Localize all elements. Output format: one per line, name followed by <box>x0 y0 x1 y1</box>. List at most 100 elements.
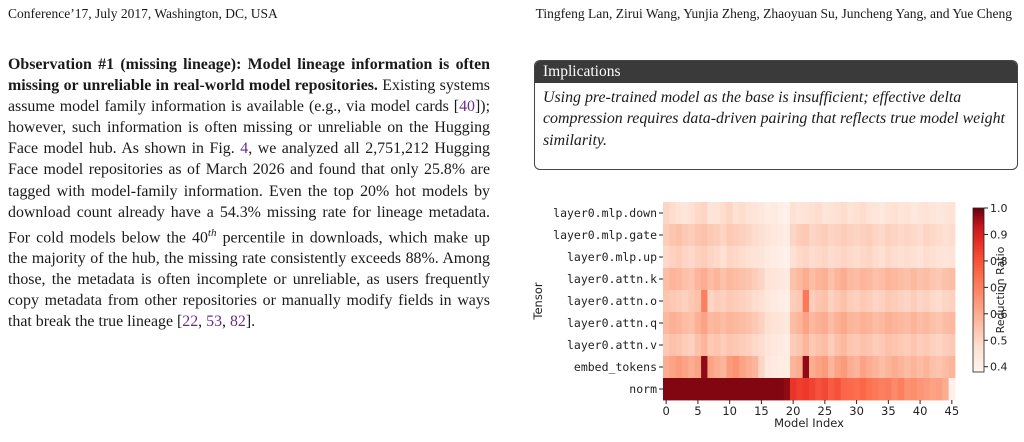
heatmap-cell <box>929 356 937 379</box>
heatmap-cell <box>942 268 950 291</box>
colorbar-segment <box>973 254 984 258</box>
heatmap-cell <box>847 290 854 313</box>
heatmap-cell <box>745 312 753 335</box>
heatmap-cell <box>859 202 867 225</box>
observation-paragraph: Observation #1 (missing lineage): Model … <box>8 54 490 333</box>
heatmap-cell <box>942 290 950 313</box>
heatmap-cell <box>751 290 759 313</box>
heatmap-cell <box>815 224 823 247</box>
heatmap-cell <box>821 246 829 269</box>
heatmap-cell <box>948 224 956 247</box>
heatmap-cell <box>770 290 778 313</box>
heatmap-cell <box>885 246 892 269</box>
heatmap-cell <box>751 224 759 247</box>
heatmap-cell <box>853 312 861 335</box>
heatmap-cell <box>904 246 911 269</box>
heatmap-cell <box>739 246 746 269</box>
heatmap-cell <box>720 334 727 357</box>
heatmap-cell <box>758 202 765 225</box>
heatmap-cell <box>796 334 804 357</box>
heatmap-cell <box>891 334 899 357</box>
citation-link[interactable]: 53 <box>206 313 223 331</box>
heatmap-cell <box>815 290 823 313</box>
heatmap-cell <box>688 290 696 313</box>
citation-link[interactable]: 22 <box>182 313 199 331</box>
heatmap-cell <box>872 312 880 335</box>
heatmap-cell <box>878 224 886 247</box>
heatmap-cell <box>916 334 924 357</box>
heatmap-cell <box>789 202 797 225</box>
citation-separator: , <box>198 313 207 331</box>
heatmap-cell <box>770 224 778 247</box>
heatmap-cell <box>701 224 708 247</box>
heatmap-cell <box>872 356 880 379</box>
heatmap-cell <box>777 378 785 401</box>
heatmap-cell <box>904 202 911 225</box>
colorbar-segment <box>973 210 984 214</box>
colorbar-segment <box>973 276 984 280</box>
citation-link[interactable]: 40 <box>459 98 475 116</box>
heatmap-cell <box>663 312 670 335</box>
heatmap-cell <box>682 312 689 335</box>
heatmap-cell <box>663 334 670 357</box>
heatmap-cell <box>694 312 702 335</box>
heatmap-cell <box>777 202 785 225</box>
heatmap-cell <box>663 356 670 379</box>
heatmap-cell <box>948 202 956 225</box>
colorbar-segment <box>973 311 984 316</box>
heatmap-cell <box>669 334 677 357</box>
heatmap-cell <box>872 334 880 357</box>
heatmap-cell <box>745 224 753 247</box>
heatmap-cell <box>847 334 854 357</box>
heatmap-cell <box>789 334 797 357</box>
heatmap-cell <box>802 334 810 357</box>
colorbar-segment <box>973 350 984 354</box>
heatmap-cell <box>923 202 931 225</box>
heatmap-cell <box>834 202 842 225</box>
heatmap-cell <box>910 378 918 401</box>
heatmap-cell <box>726 224 734 247</box>
colorbar-segment <box>973 303 984 307</box>
heatmap-cell <box>726 202 734 225</box>
heatmap-cell <box>942 312 950 335</box>
colorbar-segment <box>973 251 984 255</box>
heatmap-cell <box>809 202 816 225</box>
heatmap-cell <box>720 202 727 225</box>
heatmap-cell <box>688 312 696 335</box>
heatmap-cell <box>713 356 721 379</box>
heatmap-cell <box>745 290 753 313</box>
heatmap-cell <box>840 224 848 247</box>
heatmap-cell <box>904 290 911 313</box>
heatmap-cell <box>783 378 791 401</box>
heatmap-cell <box>897 378 905 401</box>
heatmap-cell <box>834 290 842 313</box>
paragraph-text: percentile in downloads, which make up t… <box>8 229 490 331</box>
colorbar-segment <box>973 298 984 302</box>
x-tick-label: 25 <box>818 404 833 418</box>
heatmap-cell <box>732 290 740 313</box>
heatmap-cell <box>713 312 721 335</box>
heatmap-cell <box>726 356 734 379</box>
heatmap-cell <box>720 312 727 335</box>
citation-link[interactable]: 82 <box>229 313 246 331</box>
heatmap-cell <box>929 290 937 313</box>
heatmap-cell <box>796 312 804 335</box>
heatmap-cell <box>866 268 873 291</box>
heatmap-cell <box>770 202 778 225</box>
heatmap-cell <box>866 224 873 247</box>
heatmap-cell <box>834 246 842 269</box>
figure-ref-link[interactable]: 4 <box>240 140 249 158</box>
colorbar-segment <box>973 213 984 217</box>
heatmap-cell <box>815 334 823 357</box>
heatmap-cell <box>935 312 943 335</box>
heatmap-cell <box>872 378 880 401</box>
heatmap-cell <box>796 290 804 313</box>
heatmap-cell <box>663 246 670 269</box>
heatmap-cell <box>802 246 810 269</box>
heatmap-cell <box>834 334 842 357</box>
heatmap-cell <box>751 268 759 291</box>
heatmap-cell <box>688 334 696 357</box>
heatmap-cell <box>682 290 689 313</box>
heatmap-cell <box>707 356 715 379</box>
heatmap-cell <box>726 378 734 401</box>
